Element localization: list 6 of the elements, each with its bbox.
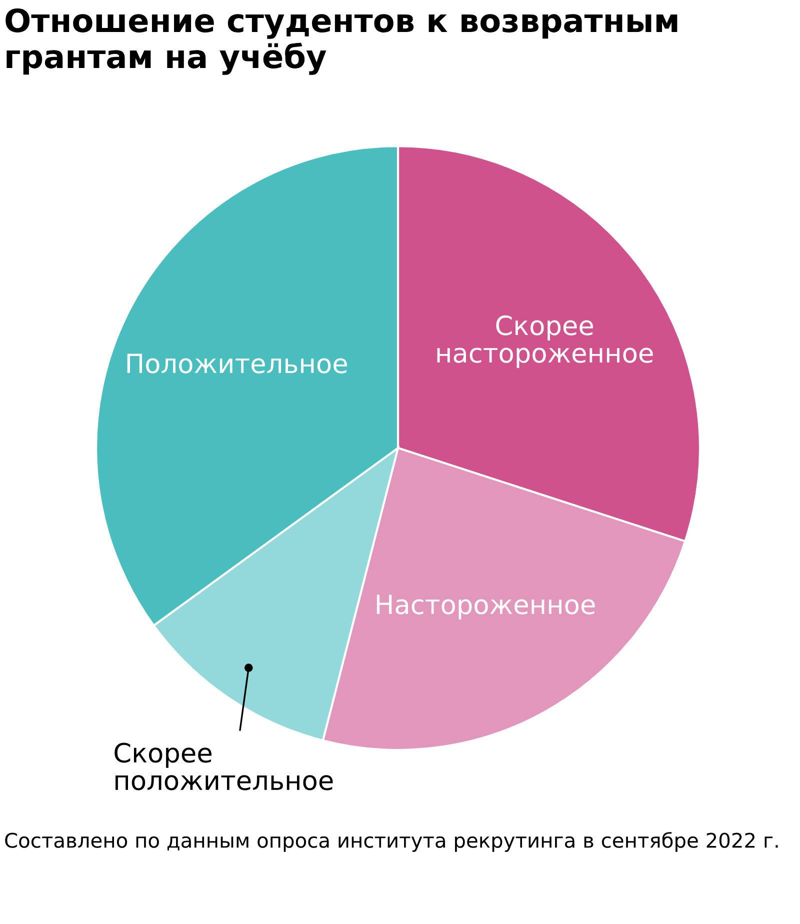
text: Составлено по данным опроса института рекрутинга в сентябре 2022 г.: [5, 832, 778, 852]
chart-title: Отношение студентов к возвратным грантам на учёбу: [6, 8, 678, 75]
slice-label: Скорее настороженное: [437, 315, 653, 368]
slice-label: Скорее положительное: [114, 742, 333, 790]
slice-label: Настороженное: [376, 594, 595, 620]
slice-label: Положительное: [127, 354, 347, 374]
